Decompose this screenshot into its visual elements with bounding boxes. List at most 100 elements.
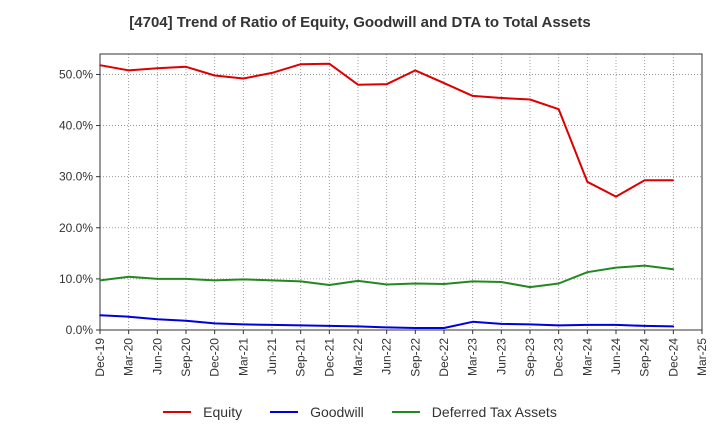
legend-label-equity: Equity	[203, 404, 243, 420]
data-point	[672, 268, 675, 270]
y-tick-label: 40.0%	[59, 119, 93, 133]
data-point	[500, 281, 503, 283]
y-tick-label: 50.0%	[59, 67, 93, 81]
data-point	[672, 179, 675, 182]
data-point	[615, 324, 617, 326]
data-point	[529, 286, 531, 288]
x-tick-label: Mar-24	[580, 338, 594, 376]
data-point	[414, 69, 417, 72]
x-tick-label: Mar-23	[466, 338, 480, 376]
data-point	[471, 95, 474, 97]
data-point	[443, 327, 445, 329]
x-tick-label: Sep-21	[294, 338, 308, 377]
data-point	[500, 97, 503, 99]
data-point	[557, 282, 560, 285]
data-point	[586, 324, 589, 326]
data-point	[643, 325, 646, 327]
data-point	[127, 69, 130, 72]
data-point	[156, 318, 159, 321]
data-point	[299, 63, 302, 66]
y-tick-label: 30.0%	[59, 170, 93, 184]
x-tick-label: Dec-23	[552, 338, 566, 377]
data-point	[213, 74, 216, 77]
x-tick-label: Sep-24	[638, 338, 652, 377]
data-point	[271, 72, 273, 74]
legend-swatch-dta	[391, 411, 420, 413]
data-point	[271, 324, 273, 326]
legend-label-goodwill: Goodwill	[310, 404, 364, 420]
data-point	[385, 283, 388, 286]
chart-title: [4704] Trend of Ratio of Equity, Goodwil…	[129, 14, 591, 31]
legend-item-goodwill: Goodwill	[270, 404, 364, 420]
data-point	[328, 284, 331, 286]
data-point	[385, 326, 388, 329]
data-point	[643, 179, 646, 182]
data-point	[299, 280, 302, 283]
x-tick-label: Mar-20	[122, 338, 136, 376]
legend-item-dta: Deferred Tax Assets	[391, 404, 557, 420]
data-point	[471, 321, 474, 323]
data-point	[99, 64, 101, 67]
x-tick-label: Sep-20	[179, 338, 193, 377]
x-tick-label: Dec-22	[437, 338, 451, 377]
data-point	[385, 83, 388, 85]
data-point	[672, 325, 675, 328]
data-point	[529, 98, 531, 101]
legend-swatch-goodwill	[270, 411, 299, 413]
data-point	[213, 322, 216, 325]
data-point	[99, 314, 101, 316]
data-point	[615, 266, 617, 269]
data-point	[357, 325, 359, 328]
data-point	[615, 195, 617, 198]
data-point	[271, 279, 273, 282]
x-tick-label: Dec-20	[208, 338, 222, 377]
data-point	[242, 77, 245, 80]
x-tick-label: Dec-19	[93, 338, 107, 377]
y-tick-label: 0.0%	[66, 323, 94, 337]
data-point	[557, 108, 560, 110]
x-tick-label: Sep-23	[523, 338, 537, 377]
legend: Equity Goodwill Deferred Tax Assets	[0, 404, 720, 420]
x-tick-label: Jun-22	[380, 338, 394, 375]
x-tick-label: Jun-23	[494, 338, 508, 375]
x-tick-label: Jun-24	[609, 338, 623, 375]
data-point	[414, 282, 417, 285]
legend-label-dta: Deferred Tax Assets	[431, 404, 557, 420]
data-point	[185, 320, 187, 322]
data-point	[242, 323, 245, 326]
x-tick-label: Dec-21	[322, 338, 336, 377]
data-point	[643, 264, 646, 267]
x-tick-label: Sep-22	[408, 338, 422, 377]
data-point	[213, 279, 216, 282]
legend-item-equity: Equity	[163, 404, 242, 420]
data-point	[414, 327, 417, 329]
data-point	[471, 280, 474, 283]
x-tick-label: Jun-20	[150, 338, 164, 375]
x-tick-label: Dec-24	[666, 338, 680, 377]
data-point	[156, 278, 159, 280]
data-point	[242, 278, 245, 281]
data-point	[529, 323, 531, 326]
legend-swatch-equity	[163, 411, 192, 413]
data-point	[127, 315, 130, 318]
data-point	[443, 283, 445, 285]
x-tick-label: Mar-21	[236, 338, 250, 376]
data-point	[156, 67, 159, 70]
data-point	[185, 65, 187, 68]
data-point	[443, 82, 445, 84]
y-tick-label: 20.0%	[59, 221, 93, 235]
data-point	[127, 276, 130, 278]
y-tick-label: 10.0%	[59, 272, 93, 286]
x-tick-label: Jun-21	[265, 338, 279, 375]
x-tick-label: Mar-25	[695, 338, 709, 376]
data-point	[357, 83, 359, 86]
data-point	[557, 324, 560, 327]
data-point	[586, 271, 589, 274]
data-point	[500, 323, 503, 325]
x-tick-label: Mar-22	[351, 338, 365, 376]
data-point	[185, 278, 187, 280]
data-point	[357, 280, 359, 282]
data-point	[99, 279, 101, 282]
data-point	[328, 325, 331, 327]
